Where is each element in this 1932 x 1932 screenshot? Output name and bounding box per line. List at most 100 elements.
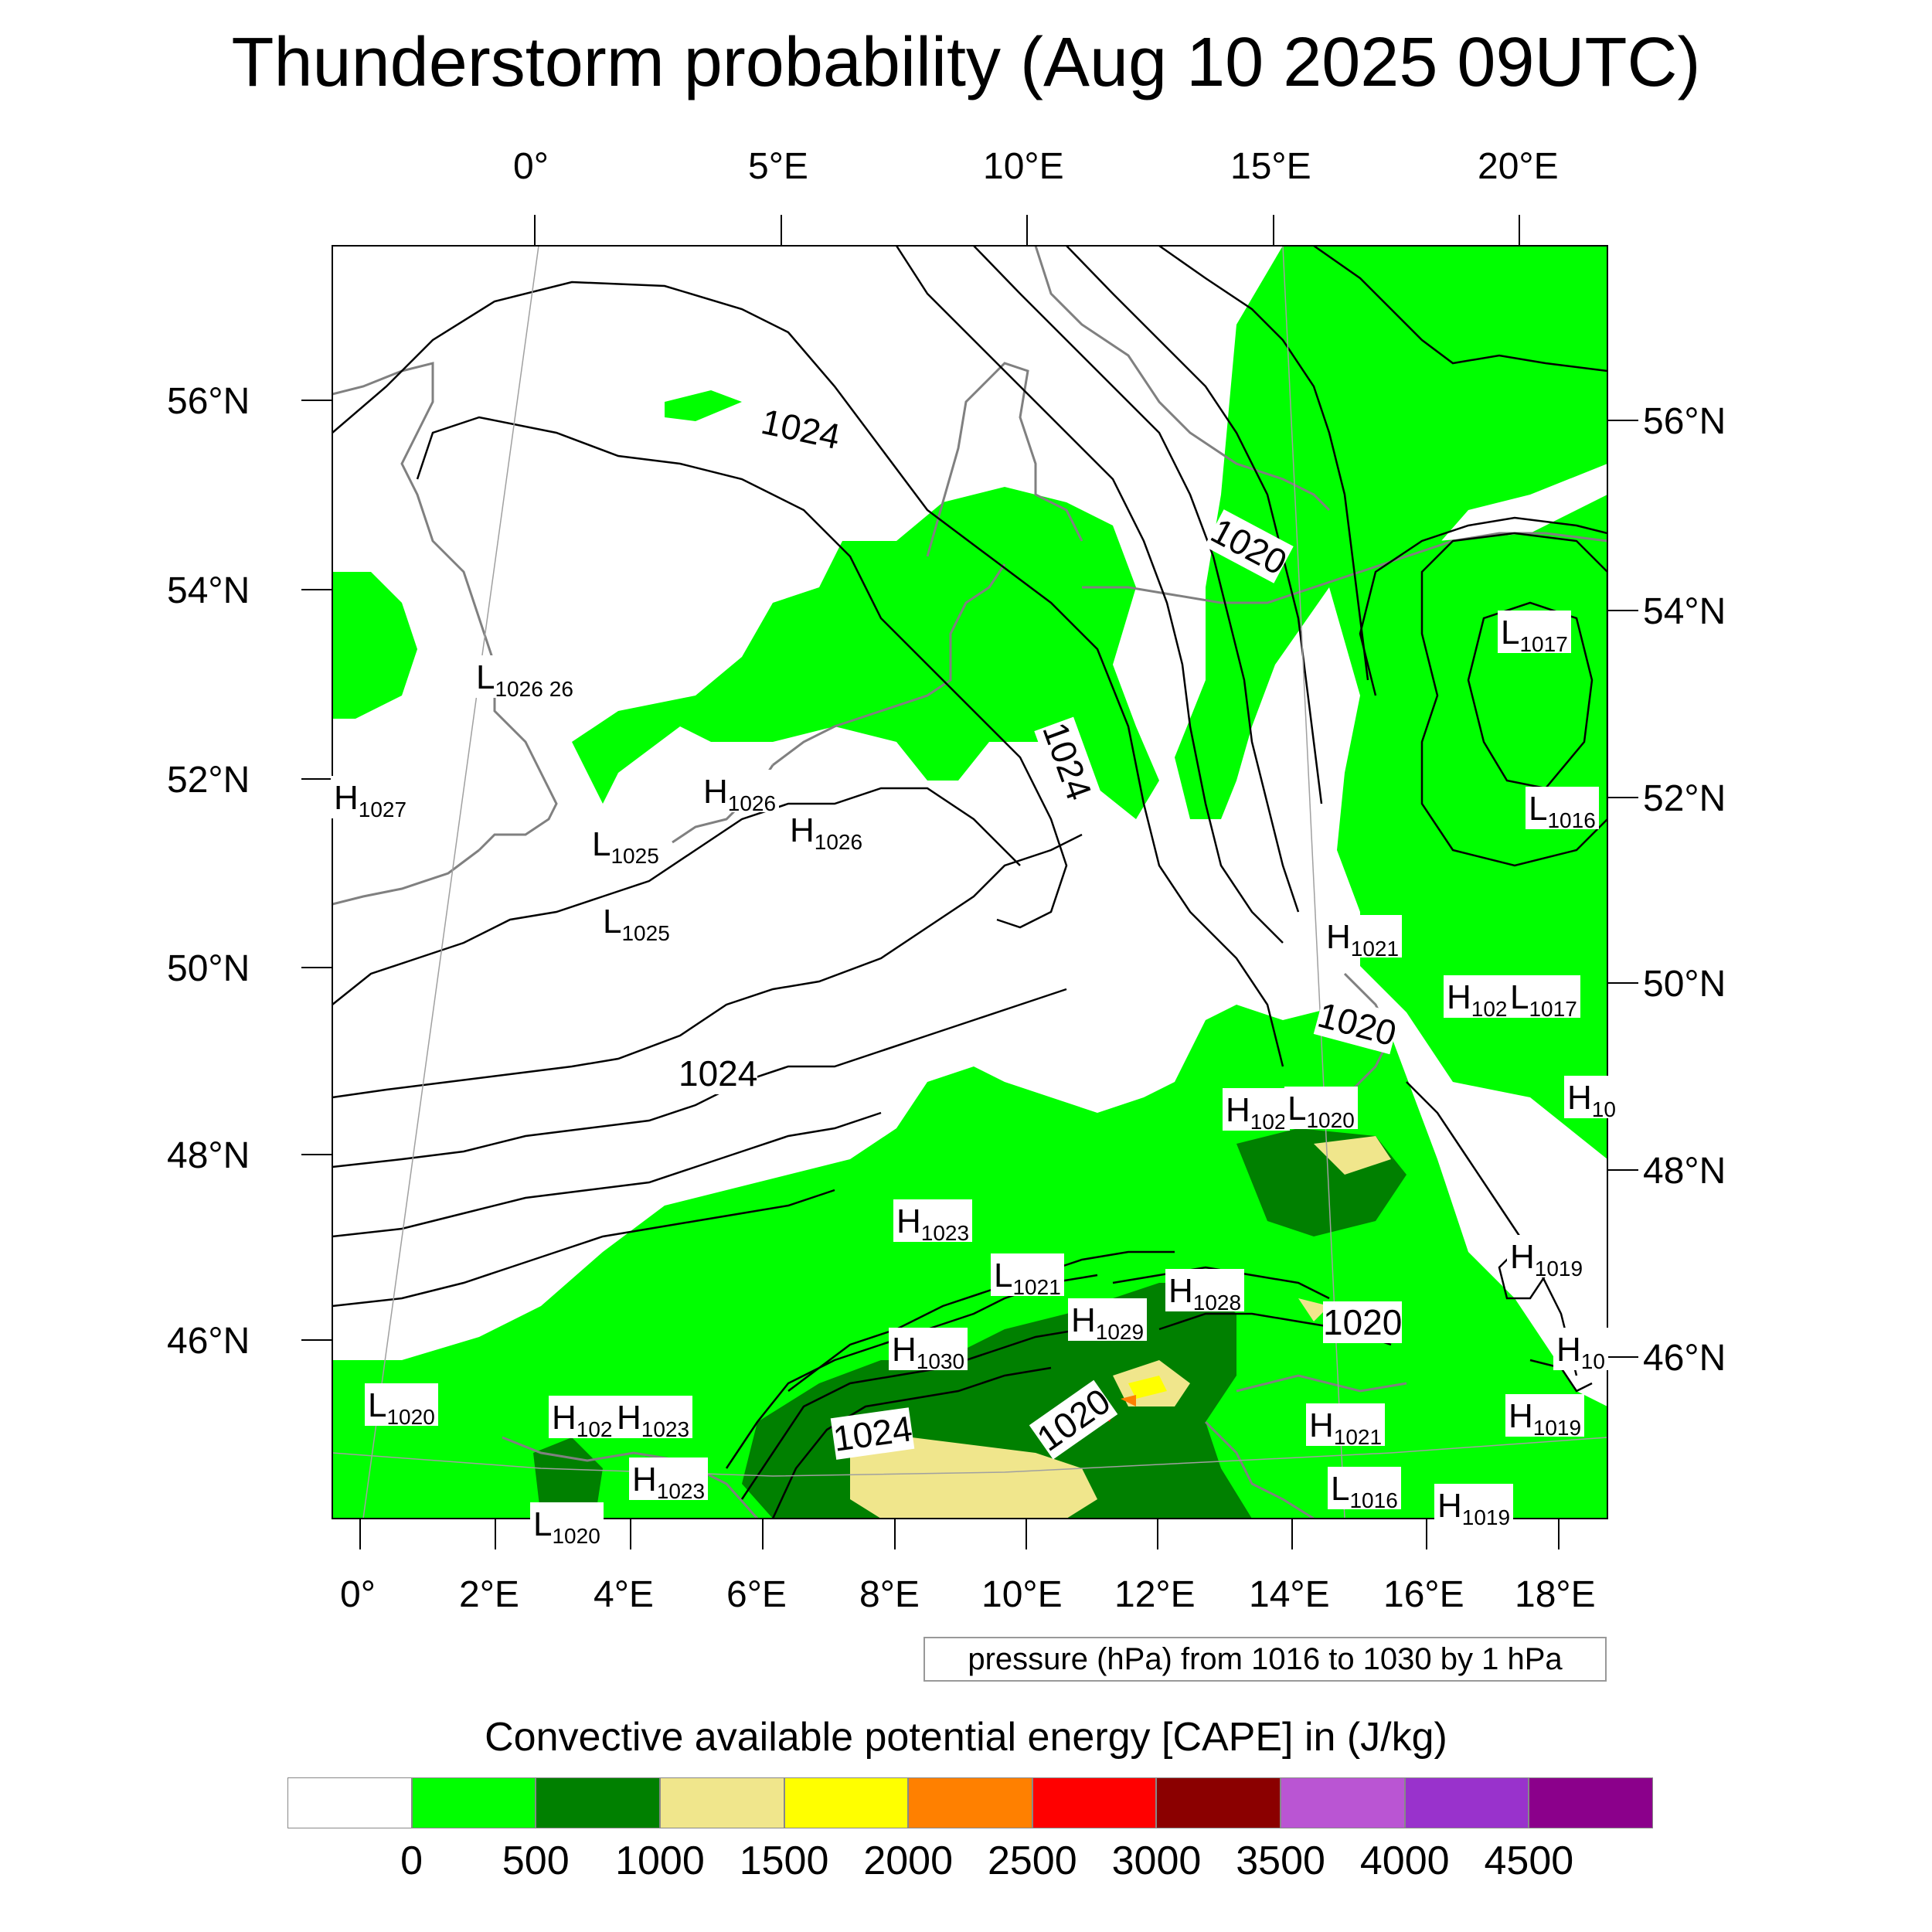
pressure-center-letter: L [1501,614,1520,651]
pressure-center-value: 1016 [1547,808,1596,832]
high-pressure-label: H10 [1564,1076,1619,1121]
bottom-lon-label-12e: 12°E [1114,1574,1196,1615]
high-pressure-label: H10 [1553,1328,1608,1373]
left-lat-label-46n: 46°N [167,1321,250,1362]
high-pressure-label: H1021 [1306,1403,1386,1449]
high-pressure-label: H1026 [787,808,866,854]
pressure-center-value: 1021 [1333,1425,1383,1449]
colorbar-swatch [1156,1777,1281,1828]
pressure-center-value: 1019 [1532,1416,1582,1440]
bottom-lon-label-6e: 6°E [726,1574,787,1615]
low-pressure-label: L1025 [589,822,662,868]
left-lat-label-48n: 48°N [167,1135,250,1176]
colorbar-tick-label: 2500 [987,1838,1077,1883]
bottom-lon-label-8e: 8°E [859,1574,920,1615]
pressure-center-extra: 26 [549,677,573,701]
left-lat-label-50n: 50°N [167,948,250,989]
cape-area-north-baltic [1175,246,1607,819]
colorbar-swatch [1032,1777,1157,1828]
colorbar [287,1777,1654,1828]
isobar-b [416,416,1068,929]
isobar-l [1313,246,1607,372]
contour-info-box: pressure (hPa) from 1016 to 1030 by 1 hP… [923,1637,1607,1682]
pressure-center-value: 1023 [641,1417,690,1441]
isobar-east-1 [1406,1081,1578,1376]
cape-area-2000-2500 [1121,1395,1136,1406]
high-pressure-label: H1019 [1507,1235,1587,1281]
top-lon-label-0: 0° [513,146,549,187]
right-lat-label-54n: 54°N [1643,591,1726,632]
pressure-center-letter: H [1437,1487,1462,1525]
isobars [332,246,1607,1519]
pressure-center-value: 10 [1580,1349,1605,1373]
colorbar-swatch [287,1777,412,1828]
isobar-alps-2 [740,1328,1083,1500]
axis-ticks [301,215,1638,1549]
coastline-netherlands-germany [772,563,1006,767]
pressure-center-value: 1025 [611,844,659,868]
high-pressure-label: H1023 [893,1199,973,1245]
right-lat-label-48n: 48°N [1643,1151,1726,1192]
isobar-i [973,246,1300,913]
isobar-east-3 [1529,1359,1593,1393]
cape-area-1500-2000 [1128,1376,1167,1399]
high-pressure-label: H1029 [1068,1298,1148,1344]
pressure-center-letter: H [1326,918,1351,956]
pressure-center-value: 1027 [358,798,407,821]
coastline-med [502,1436,759,1519]
top-lon-label-10e: 10°E [983,146,1064,187]
pressure-center-value: 1017 [1519,632,1568,656]
pressure-center-letter: H [334,779,359,817]
pressure-center-letter: H [1309,1406,1334,1444]
pressure-center-letter: H [1510,1238,1535,1276]
low-pressure-label: L1020 [365,1383,438,1429]
high-pressure-label: H102 [1444,975,1511,1021]
cape-area-1000-1500-c [1314,1136,1391,1175]
isobar-a [332,281,1284,1067]
bottom-lon-label-16e: 16°E [1383,1574,1464,1615]
isobar-k [1158,246,1369,681]
colorbar-swatch [1281,1777,1405,1828]
pressure-center-letter: H [1567,1079,1592,1117]
right-lat-label-50n: 50°N [1643,964,1726,1005]
pressure-center-value: 1016 [1349,1488,1398,1512]
pressure-center-letter: L [476,658,495,696]
pressure-center-value: 1023 [920,1221,970,1245]
pressure-center-value: 1030 [916,1349,965,1373]
low-pressure-label: L1020 [1284,1087,1358,1132]
bottom-lon-label-14e: 14°E [1249,1574,1330,1615]
isobar-east-2 [1498,1251,1547,1300]
colorbar-tick-label: 2000 [863,1838,954,1883]
colorbar-tick-label: 3500 [1236,1838,1325,1883]
pressure-center-letter: L [1331,1470,1350,1508]
colorbar-swatch [536,1777,660,1828]
pressure-center-letter: H [1226,1091,1250,1129]
pressure-center-letter: H [1168,1272,1193,1310]
isobar-j [1066,246,1323,804]
colorbar-tick-label: 500 [502,1838,570,1883]
low-pressure-label: L1020 [530,1502,604,1548]
isobar-low-2 [1467,601,1594,790]
pressure-center-letter: H [1509,1397,1533,1435]
pressure-center-value: 1026 [727,791,777,815]
colorbar-swatch [1529,1777,1654,1828]
isobar-c [332,787,1021,1005]
high-pressure-label: H1021 [1323,915,1403,961]
coastline-adriatic [1204,1420,1315,1519]
colorbar-swatch [784,1777,909,1828]
pressure-center-letter: L [368,1386,387,1424]
pressure-center-letter: L [994,1257,1013,1294]
pressure-center-value: 1026 [814,830,863,854]
high-pressure-label: H102 [1223,1088,1290,1134]
right-lat-label-56n: 56°N [1643,401,1726,442]
pressure-center-value: 1028 [1192,1291,1242,1315]
pressure-center-value: 1019 [1461,1505,1511,1529]
bottom-lon-label-4e: 4°E [594,1574,654,1615]
high-pressure-label: H1023 [629,1458,709,1503]
pressure-center-letter: H [892,1331,917,1369]
pressure-center-letter: H [790,811,815,849]
cape-area-denmark-germany [572,487,1159,819]
top-lon-label-5e: 5°E [748,146,808,187]
